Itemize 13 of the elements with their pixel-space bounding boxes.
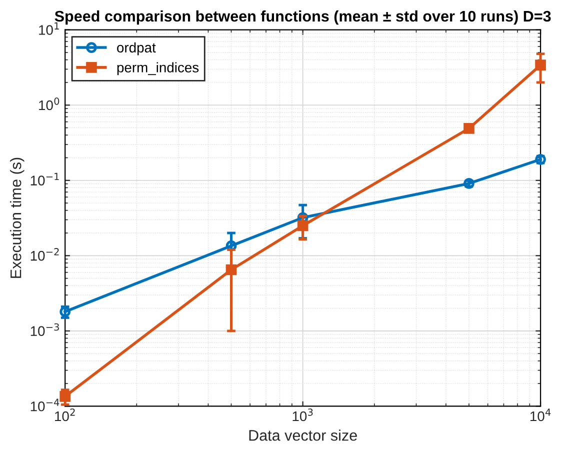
legend-label: ordpat xyxy=(117,42,156,56)
x-tick-label: 10$^{3}$ xyxy=(292,408,313,422)
point xyxy=(60,306,71,318)
y-axis-title: Execution time (s) xyxy=(10,158,24,278)
y-tick-label: 10$^{−2}$ xyxy=(30,248,59,261)
y-tick-label: 10$^{−4}$ xyxy=(30,398,60,412)
y-tick-label: 10$^{0}$ xyxy=(39,98,60,110)
y-tick-label: 10$^{−3}$ xyxy=(30,323,59,336)
x-tick-label: 10$^{2}$ xyxy=(55,408,75,422)
legend-label: perm_indices xyxy=(117,62,199,76)
x-axis-title: Data vector size xyxy=(249,430,357,441)
x-tick-label: 10$^{4}$ xyxy=(530,408,551,422)
y-tick-label: 10$^{−1}$ xyxy=(30,172,59,186)
